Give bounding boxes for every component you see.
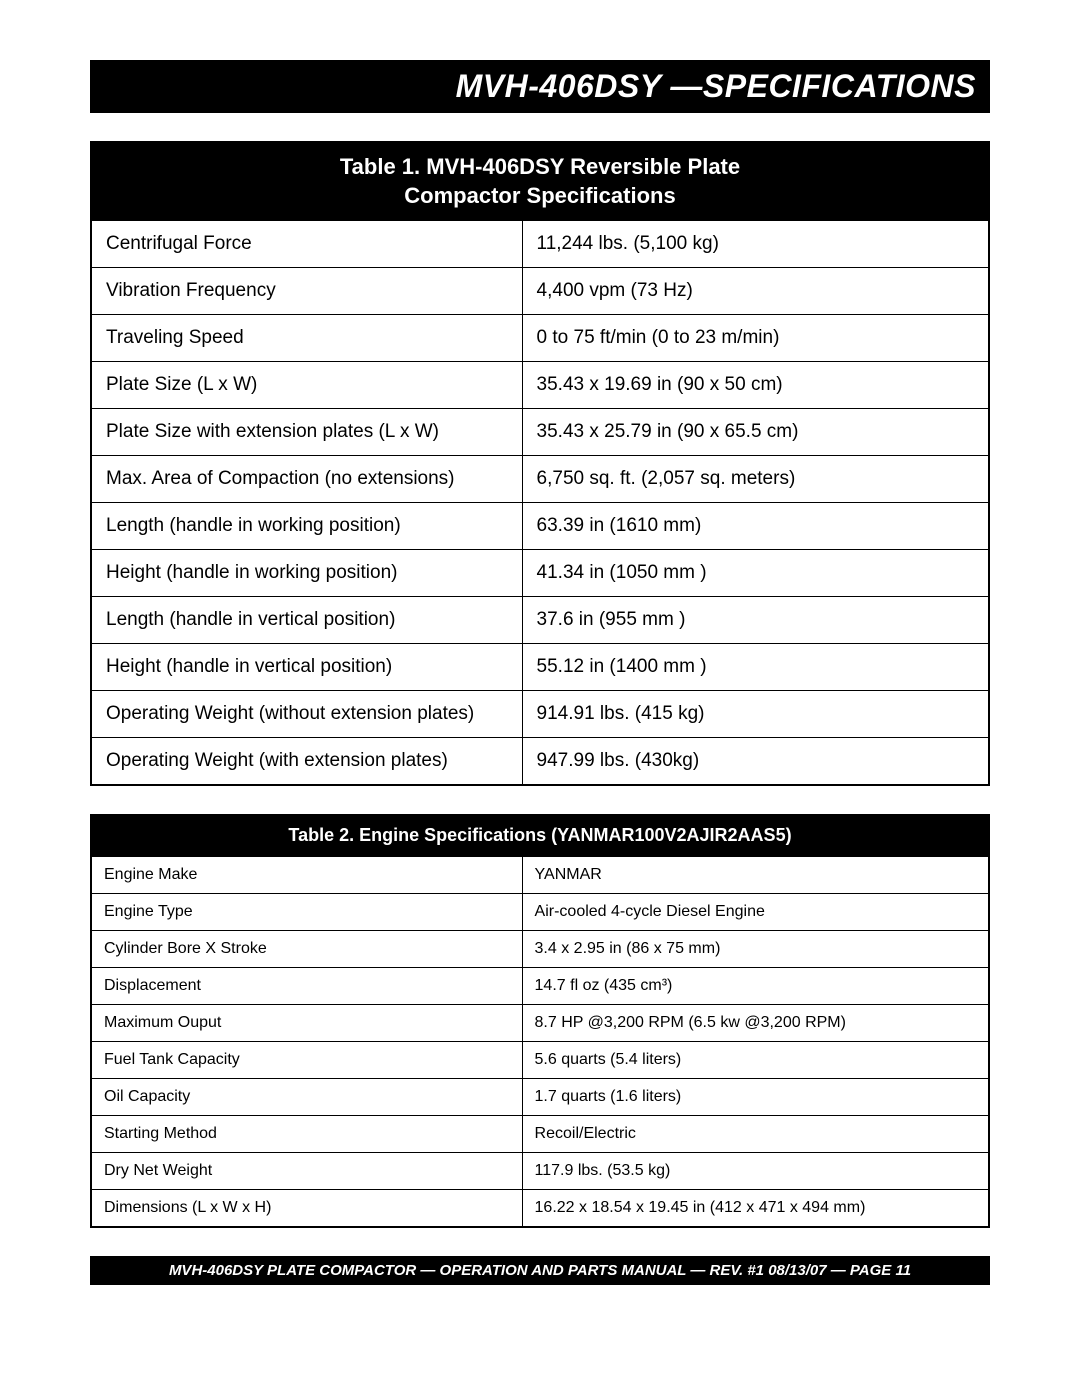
page-footer: MVH-406DSY PLATE COMPACTOR — OPERATION A…	[90, 1256, 990, 1285]
spec-value: 947.99 lbs. (430kg)	[522, 738, 989, 786]
spec-value: 117.9 lbs. (53.5 kg)	[522, 1152, 989, 1189]
spec-value: 14.7 fl oz (435 cm³)	[522, 967, 989, 1004]
spec-label: Operating Weight (with extension plates)	[91, 738, 522, 786]
spec-label: Height (handle in vertical position)	[91, 644, 522, 691]
table-row: Operating Weight (without extension plat…	[91, 691, 989, 738]
table-1-header: Table 1. MVH-406DSY Reversible Plate Com…	[91, 142, 989, 221]
table-row: Operating Weight (with extension plates)…	[91, 738, 989, 786]
table-row: Engine MakeYANMAR	[91, 856, 989, 893]
spec-label: Max. Area of Compaction (no extensions)	[91, 456, 522, 503]
spec-value: 1.7 quarts (1.6 liters)	[522, 1078, 989, 1115]
spec-value: 5.6 quarts (5.4 liters)	[522, 1041, 989, 1078]
spec-value: Air-cooled 4-cycle Diesel Engine	[522, 893, 989, 930]
table-1-body: Centrifugal Force11,244 lbs. (5,100 kg)V…	[91, 221, 989, 786]
table-2-engine: Table 2. Engine Specifications (YANMAR10…	[90, 814, 990, 1227]
spec-value: 8.7 HP @3,200 RPM (6.5 kw @3,200 RPM)	[522, 1004, 989, 1041]
table-row: Plate Size with extension plates (L x W)…	[91, 409, 989, 456]
table-row: Height (handle in vertical position)55.1…	[91, 644, 989, 691]
table-row: Cylinder Bore X Stroke 3.4 x 2.95 in (86…	[91, 930, 989, 967]
table-row: Vibration Frequency4,400 vpm (73 Hz)	[91, 268, 989, 315]
spec-label: Length (handle in working position)	[91, 503, 522, 550]
table-row: Traveling Speed0 to 75 ft/min (0 to 23 m…	[91, 315, 989, 362]
table-row: Length (handle in vertical position)37.6…	[91, 597, 989, 644]
spec-label: Starting Method	[91, 1115, 522, 1152]
table-row: Fuel Tank Capacity5.6 quarts (5.4 liters…	[91, 1041, 989, 1078]
spec-value: 55.12 in (1400 mm )	[522, 644, 989, 691]
table-row: Engine TypeAir-cooled 4-cycle Diesel Eng…	[91, 893, 989, 930]
table-1-title-line1: Table 1. MVH-406DSY Reversible Plate	[340, 154, 740, 179]
spec-value: 35.43 x 25.79 in (90 x 65.5 cm)	[522, 409, 989, 456]
spec-label: Centrifugal Force	[91, 221, 522, 268]
spec-label: Height (handle in working position)	[91, 550, 522, 597]
spec-label: Plate Size with extension plates (L x W)	[91, 409, 522, 456]
table-row: Height (handle in working position)41.34…	[91, 550, 989, 597]
spec-value: 63.39 in (1610 mm)	[522, 503, 989, 550]
spec-value: 914.91 lbs. (415 kg)	[522, 691, 989, 738]
spec-label: Dry Net Weight	[91, 1152, 522, 1189]
table-row: Plate Size (L x W)35.43 x 19.69 in (90 x…	[91, 362, 989, 409]
table-row: Starting MethodRecoil/Electric	[91, 1115, 989, 1152]
spec-value: 41.34 in (1050 mm )	[522, 550, 989, 597]
spec-value: 0 to 75 ft/min (0 to 23 m/min)	[522, 315, 989, 362]
spec-label: Engine Make	[91, 856, 522, 893]
spec-value: 4,400 vpm (73 Hz)	[522, 268, 989, 315]
table-1-specifications: Table 1. MVH-406DSY Reversible Plate Com…	[90, 141, 990, 786]
table-2-header: Table 2. Engine Specifications (YANMAR10…	[91, 815, 989, 856]
table-row: Length (handle in working position)63.39…	[91, 503, 989, 550]
table-2-body: Engine MakeYANMAREngine TypeAir-cooled 4…	[91, 856, 989, 1227]
page-container: MVH-406DSY —SPECIFICATIONS Table 1. MVH-…	[0, 0, 1080, 1315]
table-row: Oil Capacity1.7 quarts (1.6 liters)	[91, 1078, 989, 1115]
spec-label: Dimensions (L x W x H)	[91, 1189, 522, 1227]
spec-value: Recoil/Electric	[522, 1115, 989, 1152]
spec-value: 6,750 sq. ft. (2,057 sq. meters)	[522, 456, 989, 503]
spec-value: 37.6 in (955 mm )	[522, 597, 989, 644]
spec-label: Oil Capacity	[91, 1078, 522, 1115]
spec-label: Vibration Frequency	[91, 268, 522, 315]
table-row: Dry Net Weight117.9 lbs. (53.5 kg)	[91, 1152, 989, 1189]
spec-label: Traveling Speed	[91, 315, 522, 362]
spec-label: Plate Size (L x W)	[91, 362, 522, 409]
spec-label: Engine Type	[91, 893, 522, 930]
table-row: Displacement14.7 fl oz (435 cm³)	[91, 967, 989, 1004]
table-row: Maximum Ouput8.7 HP @3,200 RPM (6.5 kw @…	[91, 1004, 989, 1041]
spec-label: Displacement	[91, 967, 522, 1004]
table-row: Max. Area of Compaction (no extensions)6…	[91, 456, 989, 503]
table-row: Dimensions (L x W x H)16.22 x 18.54 x 19…	[91, 1189, 989, 1227]
spec-value: YANMAR	[522, 856, 989, 893]
spec-label: Maximum Ouput	[91, 1004, 522, 1041]
spec-label: Cylinder Bore X Stroke	[91, 930, 522, 967]
spec-label: Length (handle in vertical position)	[91, 597, 522, 644]
spec-value: 11,244 lbs. (5,100 kg)	[522, 221, 989, 268]
spec-label: Fuel Tank Capacity	[91, 1041, 522, 1078]
page-title: MVH-406DSY —SPECIFICATIONS	[90, 60, 990, 113]
table-1-title-line2: Compactor Specifications	[404, 183, 675, 208]
spec-value: 3.4 x 2.95 in (86 x 75 mm)	[522, 930, 989, 967]
spec-value: 35.43 x 19.69 in (90 x 50 cm)	[522, 362, 989, 409]
spec-value: 16.22 x 18.54 x 19.45 in (412 x 471 x 49…	[522, 1189, 989, 1227]
spec-label: Operating Weight (without extension plat…	[91, 691, 522, 738]
table-row: Centrifugal Force11,244 lbs. (5,100 kg)	[91, 221, 989, 268]
